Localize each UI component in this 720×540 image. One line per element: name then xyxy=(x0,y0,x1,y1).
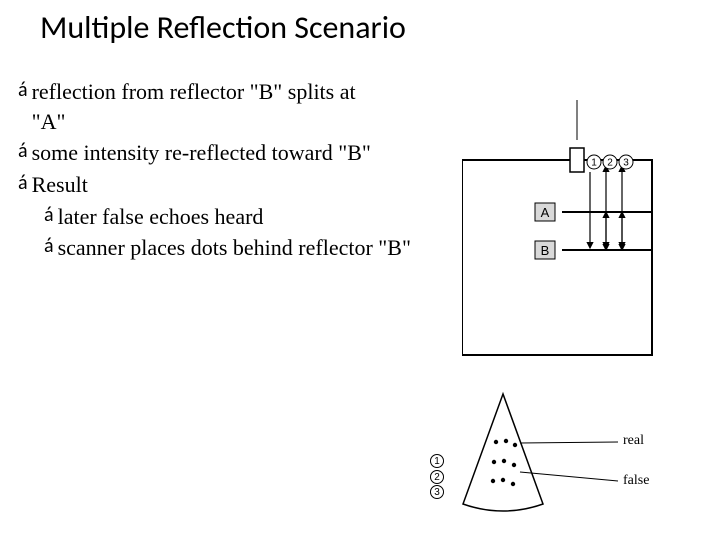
bullet-text: later false echoes heard xyxy=(58,202,264,232)
bullet-text: some intensity re-reflected toward "B" xyxy=(32,138,371,168)
bullet-icon: á xyxy=(18,170,28,196)
svg-text:real: real xyxy=(623,433,644,448)
svg-text:1: 1 xyxy=(591,158,597,169)
bullet-icon: á xyxy=(18,77,28,103)
reflection-diagram: A B 123 xyxy=(462,100,692,360)
svg-text:3: 3 xyxy=(623,158,629,169)
bullet-icon: á xyxy=(44,233,54,259)
legend-3: 3 xyxy=(430,485,444,499)
svg-text:false: false xyxy=(623,473,649,488)
svg-text:B: B xyxy=(541,243,550,258)
bullet-text: Result xyxy=(32,170,88,200)
legend-1: 1 xyxy=(430,454,444,468)
page-title: Multiple Reflection Scenario xyxy=(0,0,720,47)
bullet-text: scanner places dots behind reflector "B" xyxy=(58,233,411,263)
svg-text:A: A xyxy=(541,205,550,220)
bullet-icon: á xyxy=(18,138,28,164)
bullet-text: reflection from reflector "B" splits at … xyxy=(32,77,392,136)
bullet-icon: á xyxy=(44,202,54,228)
svg-text:2: 2 xyxy=(607,158,613,169)
legend-numbers: 1 2 3 xyxy=(430,453,444,500)
legend-2: 2 xyxy=(430,470,444,484)
scan-diagram: real false xyxy=(418,384,698,524)
